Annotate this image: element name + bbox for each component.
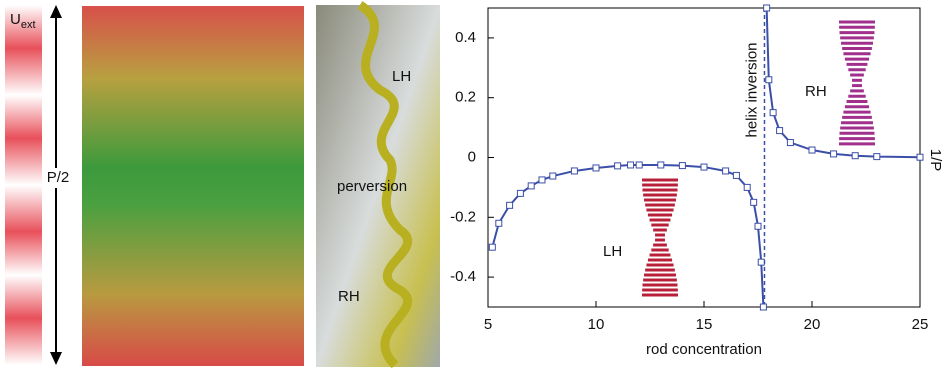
point <box>657 161 665 169</box>
x-tick-label: 10 <box>588 316 605 333</box>
point <box>495 219 503 227</box>
point <box>488 243 496 251</box>
point <box>635 161 643 169</box>
helix-spring <box>357 1 413 369</box>
helix-photo <box>316 5 440 367</box>
point <box>592 164 600 172</box>
point <box>549 172 557 180</box>
x-axis-label: rod concentration <box>646 341 762 358</box>
point <box>678 162 686 170</box>
point <box>754 222 762 230</box>
inset-label: LH <box>603 243 622 260</box>
x-tick-label: 5 <box>484 316 492 333</box>
point <box>506 201 514 209</box>
pitch-label: P/2 <box>47 169 70 186</box>
y-tick-label: 0.4 <box>455 29 476 46</box>
point <box>750 198 758 206</box>
point <box>759 303 767 311</box>
inset-label: RH <box>805 83 827 100</box>
point <box>757 258 765 266</box>
simulation-image <box>82 6 304 366</box>
point <box>743 183 751 191</box>
point <box>722 167 730 175</box>
label-bg <box>46 168 74 188</box>
annotation: helix inversion <box>743 42 760 137</box>
x-tick-label: 20 <box>804 316 821 333</box>
point <box>830 150 838 158</box>
helix-insets <box>642 20 875 297</box>
point <box>786 139 794 147</box>
field-bar <box>5 5 42 365</box>
y-tick-label: 0 <box>468 148 476 165</box>
photo-label: LH <box>392 68 411 85</box>
point <box>570 167 578 175</box>
y-tick-label: -0.2 <box>450 208 476 225</box>
y-axis-label: 1/P <box>927 149 944 172</box>
point <box>614 162 622 170</box>
point <box>538 176 546 184</box>
point <box>700 163 708 171</box>
y-tick-label: 0.2 <box>455 89 476 106</box>
point <box>873 153 881 161</box>
point <box>851 152 859 160</box>
point <box>732 171 740 179</box>
point <box>627 161 635 169</box>
point <box>776 127 784 135</box>
x-tick-label: 25 <box>912 316 929 333</box>
point <box>765 76 773 84</box>
point <box>769 109 777 117</box>
point <box>808 146 816 154</box>
photo-label: perversion <box>337 178 407 195</box>
series-line <box>491 7 921 308</box>
y-tick-label: -0.4 <box>450 268 476 285</box>
point <box>763 4 771 12</box>
point <box>516 189 524 197</box>
point <box>527 182 535 190</box>
x-tick-label: 15 <box>696 316 713 333</box>
field-label: Uext <box>10 11 36 31</box>
point <box>916 153 924 161</box>
photo-label: RH <box>338 288 360 305</box>
